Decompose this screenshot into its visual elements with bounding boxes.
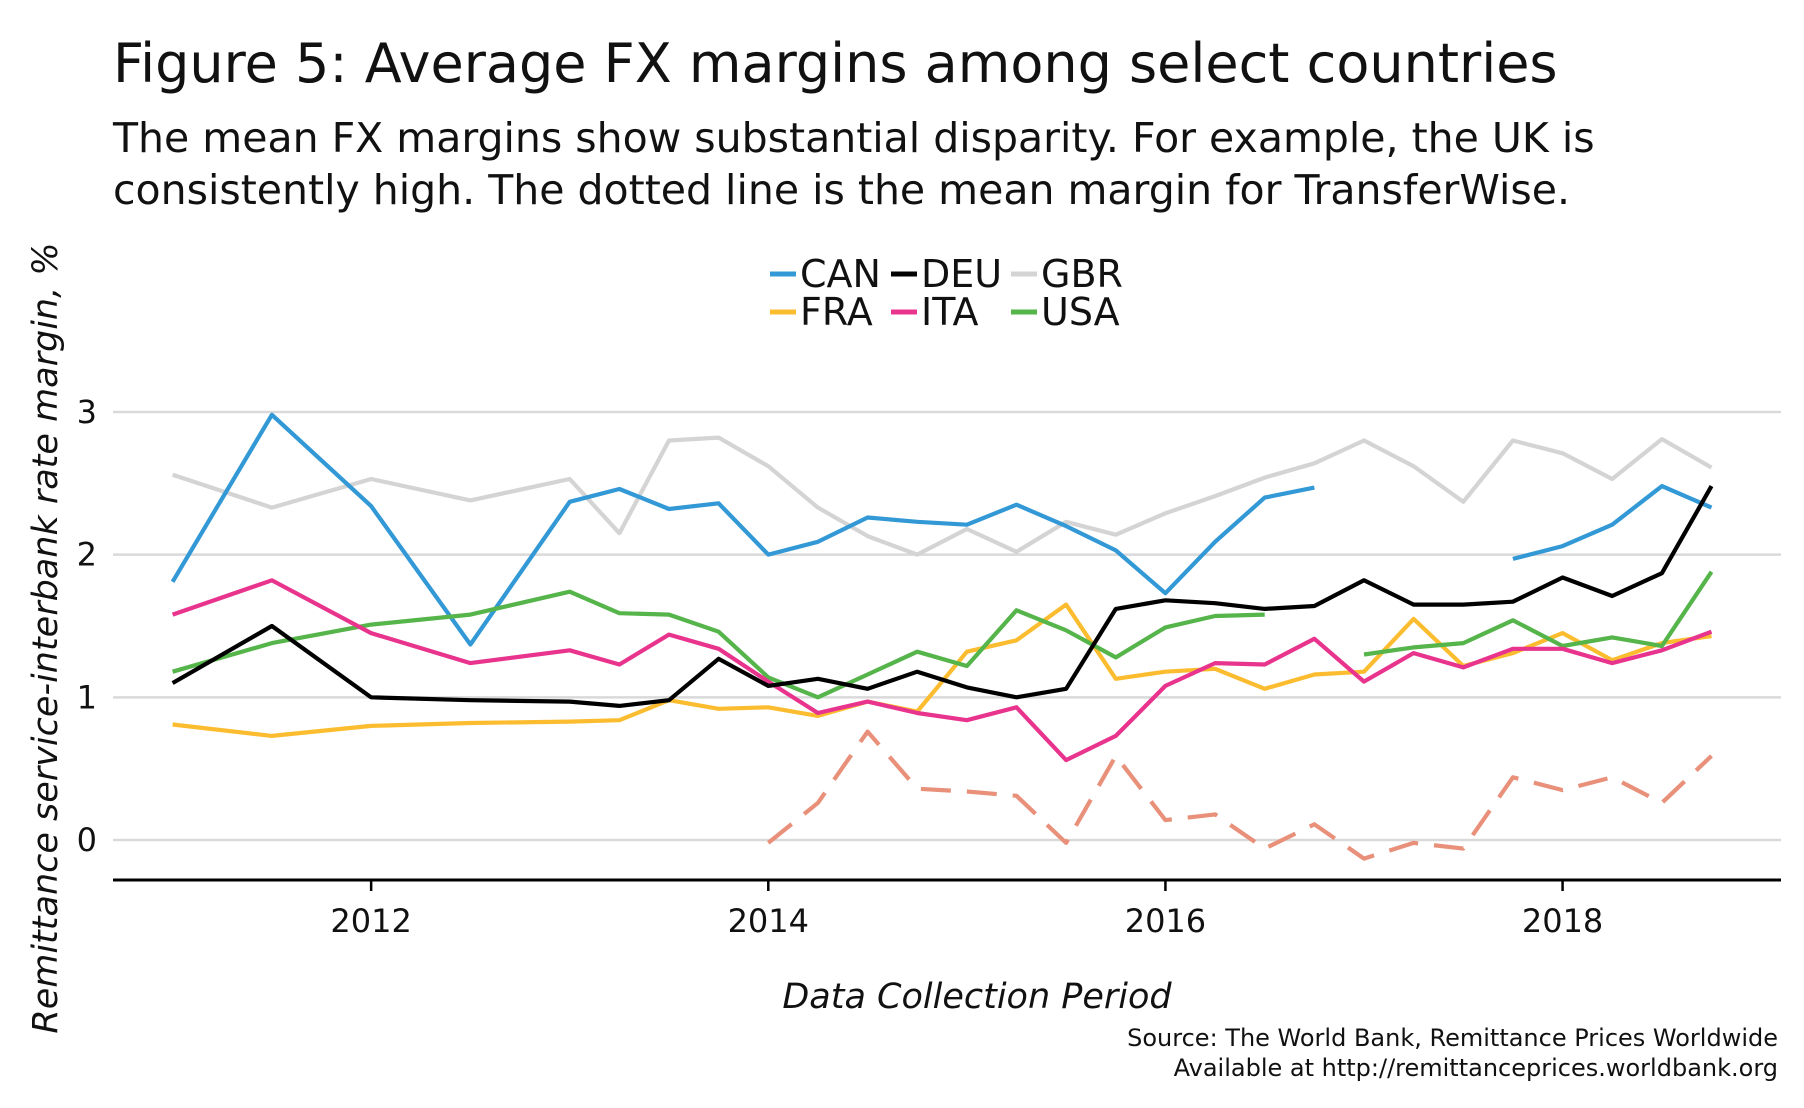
- y-tick-label: 0: [77, 821, 97, 859]
- series-line-can-part-1: [170, 412, 1315, 647]
- legend-label-usa: USA: [1041, 290, 1120, 334]
- x-tick-label: 2016: [1125, 902, 1206, 940]
- source-note: Source: The World Bank, Remittance Price…: [1127, 1023, 1778, 1083]
- legend-item-can: CAN: [770, 252, 881, 296]
- series-line-usa-part-2: [1363, 570, 1714, 657]
- x-tick-label: 2012: [330, 902, 411, 940]
- series-lines: [170, 412, 1714, 861]
- series-line-can-part-2: [1512, 484, 1713, 561]
- series-line-deu: [171, 485, 1714, 708]
- series-line-ita: [171, 578, 1713, 763]
- source-line-1: Source: The World Bank, Remittance Price…: [1127, 1024, 1778, 1052]
- y-tick-label: 3: [77, 393, 97, 431]
- chart-title: Figure 5: Average FX margins among selec…: [113, 32, 1558, 95]
- x-tick-label: 2014: [728, 902, 809, 940]
- chart-subtitle: The mean FX margins show substantial dis…: [113, 112, 1773, 216]
- y-axis-label: Remittance service-interbank rate margin…: [26, 242, 66, 1033]
- legend-item-fra: FRA: [770, 290, 873, 334]
- legend-item-usa: USA: [1011, 290, 1120, 334]
- legend-item-deu: DEU: [891, 252, 1002, 296]
- legend-label-fra: FRA: [800, 290, 873, 334]
- legend-label-can: CAN: [800, 252, 881, 296]
- x-tick-label: 2018: [1522, 902, 1603, 940]
- y-axis-ticks: 0 1 2 3: [77, 393, 97, 859]
- x-axis-label: Data Collection Period: [782, 977, 1172, 1017]
- legend-label-deu: DEU: [921, 252, 1002, 296]
- legend-item-ita: ITA: [891, 290, 978, 334]
- legend: CAN DEU GBR FRA ITA USA: [770, 252, 1123, 334]
- legend-label-gbr: GBR: [1041, 252, 1123, 296]
- legend-item-gbr: GBR: [1011, 252, 1123, 296]
- x-axis-ticks: 2012 2014 2016 2018: [330, 880, 1603, 940]
- source-line-2: Available at http://remittanceprices.wor…: [1173, 1054, 1778, 1082]
- series-line-gbr: [171, 435, 1713, 557]
- legend-label-ita: ITA: [921, 290, 978, 334]
- subtitle-line-1: The mean FX margins show substantial dis…: [113, 114, 1595, 162]
- subtitle-line-2: consistently high. The dotted line is th…: [113, 166, 1571, 214]
- series-line-transferwise: [766, 729, 1713, 861]
- y-tick-label: 2: [77, 536, 97, 574]
- series-line-usa-part-1: [172, 589, 1265, 700]
- y-tick-label: 1: [77, 678, 97, 716]
